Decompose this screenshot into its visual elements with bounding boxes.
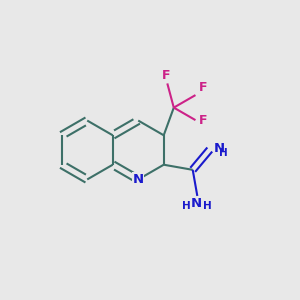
Text: H: H: [220, 148, 228, 158]
Text: N: N: [214, 142, 225, 154]
Text: F: F: [162, 69, 170, 82]
Text: N: N: [190, 197, 201, 210]
Text: H: H: [182, 201, 190, 211]
Text: H: H: [202, 201, 211, 211]
Text: F: F: [199, 114, 208, 127]
Text: F: F: [198, 81, 207, 94]
Text: N: N: [133, 173, 144, 186]
